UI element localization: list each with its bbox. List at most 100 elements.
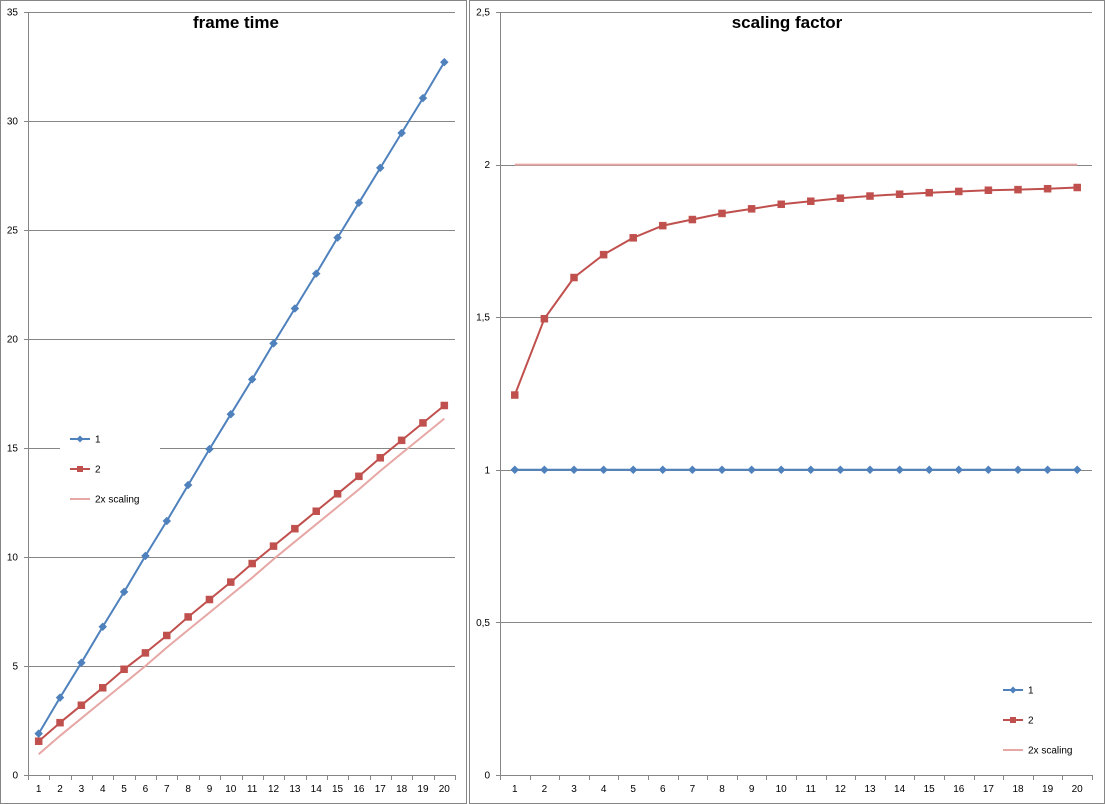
chart-title-frame-time: frame time (193, 13, 279, 32)
series-1 (510, 465, 1082, 475)
x-tick-label: 18 (396, 784, 408, 795)
data-point (807, 197, 815, 205)
legend-swatch-marker (76, 435, 84, 443)
data-point (747, 465, 756, 475)
y-tick-label: 5 (12, 662, 18, 673)
chart-area-scaling-factor (469, 0, 1105, 804)
data-point (866, 192, 874, 200)
legend-label: 2x scaling (95, 495, 139, 506)
x-tick-label: 2 (542, 784, 548, 795)
data-point (629, 234, 637, 242)
data-point (1043, 184, 1052, 193)
axes: 00,511,522,51 2 3 4 5 6 7 8 9 10 11 12 13 14 15 16 17 18 1… (476, 8, 1093, 795)
data-point (747, 205, 756, 213)
data-point (376, 454, 385, 462)
data-point (688, 465, 697, 475)
y-tick-label: 0 (12, 771, 18, 782)
series-line (38, 417, 445, 756)
series-line (37, 61, 446, 735)
x-tick-label: 14 (311, 784, 323, 795)
legend-item: 1 (1003, 686, 1034, 697)
data-point (984, 186, 993, 194)
data-point (1072, 465, 1082, 475)
data-point (312, 507, 320, 515)
data-point (511, 391, 519, 399)
chart-area-frame-time (0, 0, 467, 804)
series-2 (34, 401, 449, 745)
data-point (836, 465, 845, 475)
data-point (162, 516, 172, 526)
data-point (1014, 185, 1022, 194)
x-tick-label: 8 (719, 784, 725, 795)
data-point (120, 665, 128, 674)
x-tick-label: 6 (660, 784, 666, 795)
data-point (777, 200, 785, 209)
data-point (248, 559, 256, 568)
legend-swatch-marker (1009, 686, 1017, 694)
data-point (599, 465, 608, 475)
x-tick-label: 7 (690, 784, 696, 795)
data-point (397, 128, 406, 138)
x-tick-label: 15 (332, 784, 344, 795)
x-tick-label: 5 (630, 784, 636, 795)
legend-item: 2x scaling (1003, 746, 1072, 757)
data-point (569, 465, 579, 475)
data-point (688, 215, 697, 224)
data-point (419, 419, 427, 427)
x-tick-label: 4 (100, 784, 106, 795)
data-point (439, 57, 449, 67)
data-point (658, 465, 668, 475)
x-tick-label: 12 (835, 784, 847, 795)
data-point (269, 542, 278, 550)
data-point (984, 465, 993, 475)
series-2x-scaling (38, 417, 445, 756)
y-tick-label: 2 (484, 160, 490, 171)
x-tick-label: 11 (247, 784, 258, 795)
data-point (955, 187, 963, 196)
x-tick-label: 10 (225, 784, 237, 795)
x-tick-label: 20 (1072, 784, 1084, 795)
y-tick-label: 10 (7, 553, 19, 564)
x-tick-label: 19 (417, 784, 429, 795)
data-point (205, 595, 214, 604)
legend: 1 2 2x scaling (1003, 686, 1072, 757)
data-point (269, 339, 278, 348)
data-point (440, 401, 449, 410)
data-point (247, 374, 257, 384)
data-point (34, 737, 43, 745)
data-point (540, 314, 549, 323)
data-point (865, 465, 875, 475)
data-point (924, 465, 934, 475)
x-tick-label: 18 (1012, 784, 1024, 795)
data-point (119, 587, 129, 597)
x-tick-label: 13 (289, 784, 301, 795)
data-point (290, 304, 300, 313)
x-tick-label: 17 (983, 784, 995, 795)
legend-item: 2 (70, 465, 101, 476)
data-point (718, 209, 726, 218)
x-tick-label: 11 (806, 784, 817, 795)
data-point (355, 472, 363, 481)
x-tick-label: 4 (601, 784, 607, 795)
legend-label: 2 (1028, 716, 1034, 727)
data-point (717, 465, 727, 475)
x-tick-label: 12 (268, 784, 280, 795)
chart-title-scaling-factor: scaling factor (732, 13, 843, 32)
legend-label: 1 (95, 435, 101, 446)
data-point (183, 480, 193, 490)
x-tick-label: 16 (353, 784, 365, 795)
y-tick-label: 1 (484, 465, 490, 476)
data-point (659, 221, 667, 230)
x-tick-label: 7 (164, 784, 170, 795)
data-point (1073, 183, 1081, 192)
data-point (954, 465, 964, 475)
legend-item: 2x scaling (70, 495, 139, 506)
data-point (836, 194, 845, 202)
y-tick-label: 2,5 (476, 8, 490, 19)
data-point (184, 613, 192, 621)
data-point (806, 465, 816, 475)
x-tick-label: 20 (439, 784, 451, 795)
data-point (205, 444, 214, 454)
